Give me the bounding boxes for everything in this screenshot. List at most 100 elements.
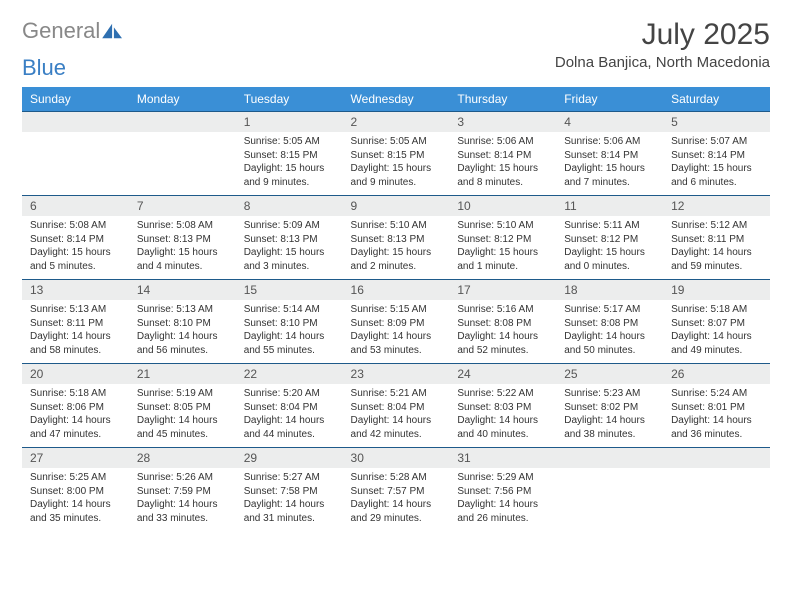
- calendar-body: 12345 Sunrise: 5:05 AMSunset: 8:15 PMDay…: [22, 112, 770, 532]
- day-data-cell: Sunrise: 5:15 AMSunset: 8:09 PMDaylight:…: [343, 300, 450, 364]
- logo-text-2: Blue: [22, 55, 770, 81]
- sunrise-line: Sunrise: 5:28 AM: [351, 472, 427, 483]
- day-number-cell: 18: [556, 280, 663, 301]
- logo-text-1: General: [22, 18, 100, 44]
- sunset-line: Sunset: 8:12 PM: [457, 234, 531, 245]
- day-number-cell: 30: [343, 448, 450, 469]
- sunrise-line: Sunrise: 5:18 AM: [671, 304, 747, 315]
- daylight-line: Daylight: 14 hours and 53 minutes.: [351, 331, 432, 356]
- col-mon: Monday: [129, 87, 236, 112]
- day-data-cell: Sunrise: 5:06 AMSunset: 8:14 PMDaylight:…: [449, 132, 556, 196]
- sunset-line: Sunset: 8:15 PM: [351, 150, 425, 161]
- sunset-line: Sunset: 8:04 PM: [244, 402, 318, 413]
- data-row: Sunrise: 5:25 AMSunset: 8:00 PMDaylight:…: [22, 468, 770, 531]
- daylight-line: Daylight: 15 hours and 1 minute.: [457, 247, 538, 272]
- day-data-cell: Sunrise: 5:08 AMSunset: 8:14 PMDaylight:…: [22, 216, 129, 280]
- day-number-cell: 4: [556, 112, 663, 133]
- day-data-cell: Sunrise: 5:19 AM Sunset: 8:05 PM Daylight:…: [129, 384, 236, 448]
- sunrise-line: Sunrise: 5:09 AM: [244, 220, 320, 231]
- sunrise-line: Sunrise: 5:07 AM: [671, 136, 747, 147]
- calendar-table: Sunday Monday Tuesday Wednesday Thursday…: [22, 87, 770, 531]
- day-number-cell: 1: [236, 112, 343, 133]
- sunset-line: Sunset: 8:14 PM: [671, 150, 745, 161]
- daylight-line: Daylight: 14 hours and 42 minutes.: [351, 415, 432, 440]
- sunset-line: Sunset: 8:10 PM: [244, 318, 318, 329]
- sunset-line: Sunset: 8:13 PM: [137, 234, 211, 245]
- daylight-line: Daylight: 15 hours and 7 minutes.: [564, 163, 645, 188]
- day-number-cell: 26: [663, 364, 770, 385]
- daylight-line: Daylight: 14 hours and 45 minutes.: [137, 415, 218, 440]
- sunset-line: Sunset: 8:11 PM: [30, 318, 103, 329]
- sunset-line: Sunset: 8:07 PM: [671, 318, 745, 329]
- day-number-cell: 2: [343, 112, 450, 133]
- daylight-line: Daylight: 14 hours and 49 minutes.: [671, 331, 752, 356]
- day-number-cell: 6: [22, 196, 129, 217]
- data-row: Sunrise: 5:05 AM Sunset: 8:15 PM Daylight:…: [22, 132, 770, 196]
- sunrise-line: Sunrise: 5:08 AM: [137, 220, 213, 231]
- daylight-line: Daylight: 14 hours and 33 minutes.: [137, 499, 218, 524]
- sunrise-line: Sunrise: 5:16 AM: [457, 304, 533, 315]
- day-data-cell: Sunrise: 5:26 AMSunset: 7:59 PMDaylight:…: [129, 468, 236, 531]
- sunset-line: Sunset: 8:13 PM: [244, 234, 318, 245]
- day-data-cell: Sunrise: 5:14 AMSunset: 8:10 PMDaylight:…: [236, 300, 343, 364]
- sunrise-line: Sunrise: 5:06 AM: [457, 136, 533, 147]
- day-data-cell: Sunrise: 5:05 AMSunset: 8:15 PMDaylight:…: [236, 132, 343, 196]
- day-data-cell: Sunrise: 5:23 AMSunset: 8:02 PMDaylight:…: [556, 384, 663, 448]
- sunset-line: Sunset: 7:57 PM: [351, 486, 425, 497]
- day-number-cell: 12: [663, 196, 770, 217]
- day-data-cell: Sunrise: 5:18 AM Sunset: 8:07 PM Daylight:…: [663, 300, 770, 364]
- day-number-cell: [663, 448, 770, 469]
- daylight-line: Daylight: 15 hours and 3 minutes.: [244, 247, 325, 272]
- day-data-cell: Sunrise: 5:24 AMSunset: 8:01 PMDaylight:…: [663, 384, 770, 448]
- day-header-row: Sunday Monday Tuesday Wednesday Thursday…: [22, 87, 770, 112]
- sunset-line: Sunset: 8:06 PM: [30, 402, 104, 413]
- daylight-line: Daylight: 14 hours and 47 minutes.: [30, 415, 111, 440]
- daylight-line: Daylight: 14 hours and 52 minutes.: [457, 331, 538, 356]
- day-number-cell: 8: [236, 196, 343, 217]
- day-data-cell: Sunrise: 5:10 AMSunset: 8:13 PMDaylight:…: [343, 216, 450, 280]
- data-row: Sunrise: 5:18 AMSunset: 8:06 PMDaylight:…: [22, 384, 770, 448]
- sunset-line: Sunset: 8:01 PM: [671, 402, 745, 413]
- day-number-cell: [556, 448, 663, 469]
- day-data-cell: Sunrise: 5:28 AM Sunset: 7:57 PM Daylight:…: [343, 468, 450, 531]
- day-number-cell: 23: [343, 364, 450, 385]
- col-thu: Thursday: [449, 87, 556, 112]
- day-data-cell: Sunrise: 5:29 AMSunset: 7:56 PMDaylight:…: [449, 468, 556, 531]
- sunrise-line: Sunrise: 5:25 AM: [30, 472, 106, 483]
- daynum-row: 13141516171819: [22, 280, 770, 301]
- daylight-line: Daylight: 14 hours and 29 minutes.: [351, 499, 432, 524]
- daylight-line: Daylight: 14 hours and 50 minutes.: [564, 331, 645, 356]
- sunset-line: Sunset: 8:05 PM: [137, 402, 211, 413]
- sunrise-line: Sunrise: 5:05 AM: [351, 136, 427, 147]
- daylight-line: Daylight: 15 hours and 2 minutes.: [351, 247, 432, 272]
- sunrise-line: Sunrise: 5:27 AM: [244, 472, 320, 483]
- day-number-cell: 19: [663, 280, 770, 301]
- day-data-cell: Sunrise: 5:22 AMSunset: 8:03 PMDaylight:…: [449, 384, 556, 448]
- daylight-line: Daylight: 14 hours and 56 minutes.: [137, 331, 218, 356]
- sunset-line: Sunset: 8:14 PM: [30, 234, 104, 245]
- daylight-line: Daylight: 15 hours and 5 minutes.: [30, 247, 111, 272]
- day-number-cell: [129, 112, 236, 133]
- day-number-cell: 9: [343, 196, 450, 217]
- sunrise-line: Sunrise: 5:19 AM: [137, 388, 213, 399]
- day-data-cell: Sunrise: 5:08 AM Sunset: 8:13 PM Daylight:…: [129, 216, 236, 280]
- daylight-line: Daylight: 15 hours and 8 minutes.: [457, 163, 538, 188]
- sunset-line: Sunset: 8:13 PM: [351, 234, 425, 245]
- logo-sail-icon: [102, 22, 124, 40]
- sunrise-line: Sunrise: 5:24 AM: [671, 388, 747, 399]
- daylight-line: Daylight: 15 hours and 4 minutes.: [137, 247, 218, 272]
- sunset-line: Sunset: 7:56 PM: [457, 486, 531, 497]
- sunrise-line: Sunrise: 5:13 AM: [30, 304, 106, 315]
- sunset-line: Sunset: 8:08 PM: [564, 318, 638, 329]
- daynum-row: 20212223242526: [22, 364, 770, 385]
- daylight-line: Daylight: 14 hours and 38 minutes.: [564, 415, 645, 440]
- sunset-line: Sunset: 7:59 PM: [137, 486, 211, 497]
- day-data-cell: Sunrise: 5:16 AMSunset: 8:08 PMDaylight:…: [449, 300, 556, 364]
- day-number-cell: 25: [556, 364, 663, 385]
- sunrise-line: Sunrise: 5:13 AM: [137, 304, 213, 315]
- day-data-cell: Sunrise: 5:27 AMSunset: 7:58 PMDaylight:…: [236, 468, 343, 531]
- sunrise-line: Sunrise: 5:15 AM: [351, 304, 427, 315]
- day-number-cell: 27: [22, 448, 129, 469]
- sunrise-line: Sunrise: 5:12 AM: [671, 220, 747, 231]
- sunrise-line: Sunrise: 5:29 AM: [457, 472, 533, 483]
